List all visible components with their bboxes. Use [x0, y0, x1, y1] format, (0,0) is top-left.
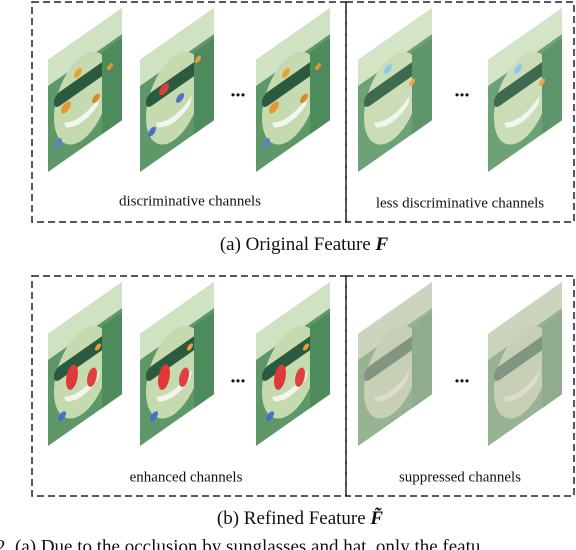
caption: (b) Refined Feature F̃: [217, 508, 384, 529]
caption-text: (a) Original Feature: [220, 234, 371, 255]
ellipsis: ...: [455, 80, 470, 102]
caption-symbol: F̃: [369, 508, 383, 529]
group-label: suppressed channels: [399, 469, 521, 485]
dashed-box: [345, 1, 575, 223]
feature-maps: [48, 282, 562, 446]
ellipsis: ...: [455, 366, 470, 388]
caption: (a) Original Feature F: [220, 234, 389, 255]
footer-text: 2. (a) Due to the occlusion by sunglasse…: [0, 536, 481, 550]
group-label: less discriminative channels: [376, 195, 544, 211]
group-label: discriminative channels: [119, 193, 261, 209]
caption-text: (b) Refined Feature: [217, 508, 366, 529]
group-label: enhanced channels: [130, 469, 243, 485]
dashed-box: [345, 275, 575, 497]
ellipsis: ...: [231, 366, 246, 388]
caption-symbol: F: [374, 234, 388, 255]
ellipsis: ...: [231, 80, 246, 102]
feature-maps: [48, 8, 562, 172]
